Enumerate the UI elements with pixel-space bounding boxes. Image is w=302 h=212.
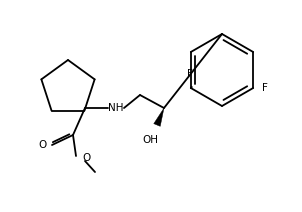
Polygon shape [154,108,164,126]
Text: O: O [39,140,47,150]
Text: O: O [82,153,90,163]
Text: F: F [262,83,268,93]
Text: OH: OH [142,135,158,145]
Text: F: F [187,69,193,79]
Text: NH: NH [108,103,124,113]
